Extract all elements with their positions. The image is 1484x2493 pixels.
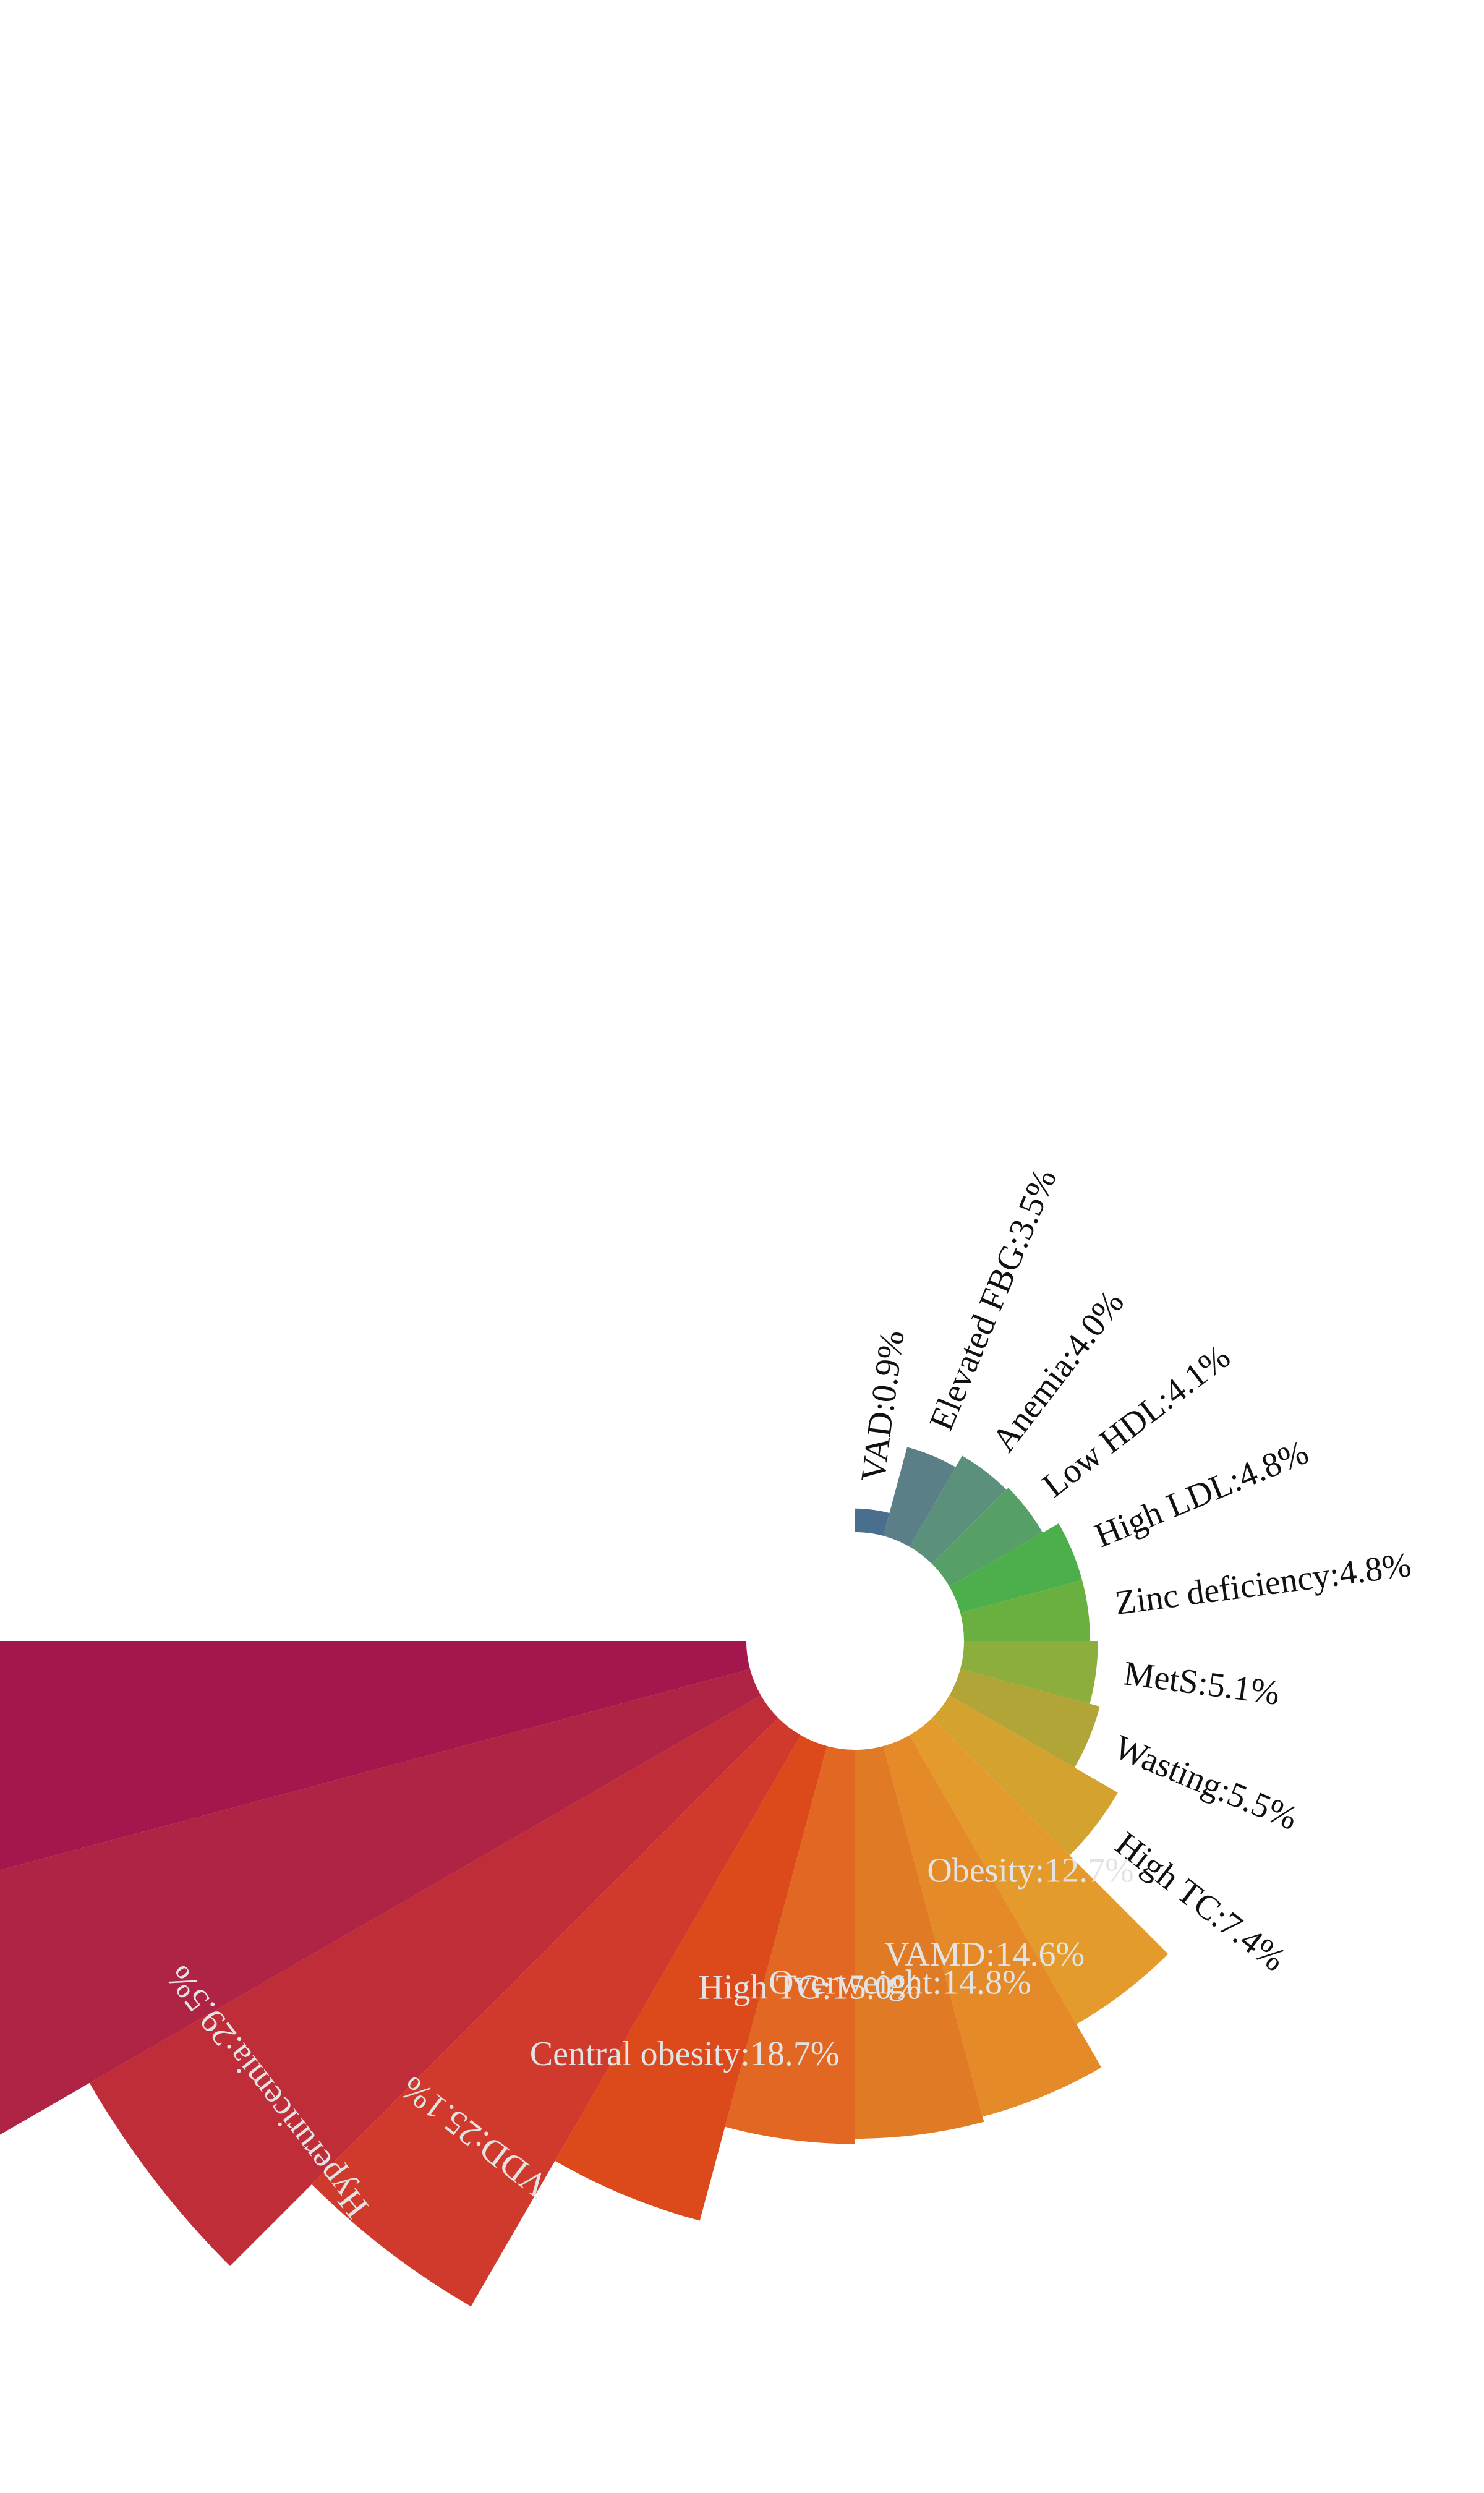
label-central-obesity: Central obesity:18.7% xyxy=(530,2035,840,2073)
sector-wasting xyxy=(949,1669,1100,1768)
sector-obesity xyxy=(910,1718,1169,2024)
sector-vamd xyxy=(883,1735,1102,2117)
sector-elevated-fbg xyxy=(883,1447,956,1547)
label-vad: VAD:0.9% xyxy=(854,1328,912,1484)
label-wasting: Wasting:5.5% xyxy=(1109,1728,1303,1838)
sector-anemia xyxy=(910,1455,1007,1564)
sector-elevated-bp xyxy=(0,1669,761,2135)
sector-low-hdl xyxy=(932,1488,1043,1587)
sector-zinc-deficiency xyxy=(960,1580,1091,1641)
sector-central-obesity xyxy=(555,1735,827,2221)
sector-vdd xyxy=(312,1718,801,2307)
sector-vdi xyxy=(0,1641,750,1870)
label-vamd: VAMD:14.6% xyxy=(884,1935,1085,1974)
sector-high-tg xyxy=(725,1746,855,2144)
label-overweight: Overweight:14.8% xyxy=(769,1963,1031,2001)
label-zinc-deficiency: Zinc deficiency:4.8% xyxy=(1113,1546,1414,1622)
chart-sectors xyxy=(0,1447,1169,2307)
sector-vad xyxy=(855,1508,890,1536)
sector-high-ldl xyxy=(949,1524,1083,1613)
label-high-tg: High TG:15.0% xyxy=(699,1969,921,2007)
label-mets: MetS:5.1% xyxy=(1122,1654,1282,1713)
sector-hyperuricemia xyxy=(89,1695,778,2266)
sector-mets xyxy=(960,1641,1098,1704)
sector-overweight xyxy=(855,1746,984,2139)
label-obesity: Obesity:12.7% xyxy=(927,1852,1133,1890)
sector-high-tc xyxy=(932,1695,1118,1856)
